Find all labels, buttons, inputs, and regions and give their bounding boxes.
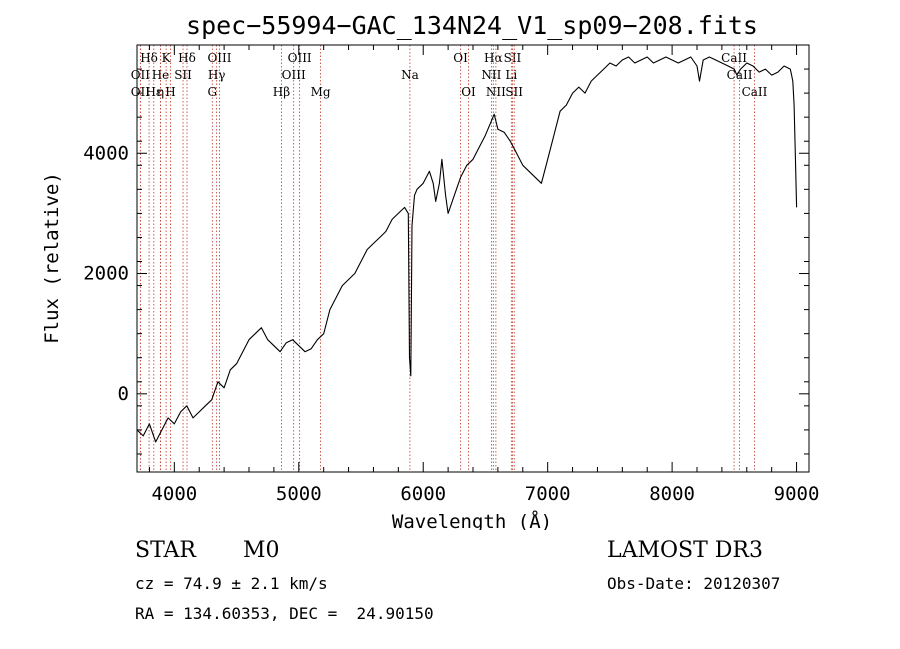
series-group bbox=[136, 56, 798, 443]
spectral-line-label: OIII bbox=[288, 51, 312, 65]
spectral-line-label: H bbox=[165, 85, 175, 99]
object-subclass: M0 bbox=[243, 538, 280, 563]
observation-date: Obs-Date: 20120307 bbox=[607, 574, 781, 593]
spectral-line-label: SII bbox=[505, 85, 523, 99]
flux-series-line bbox=[136, 56, 798, 443]
spectral-line-label: CaII bbox=[721, 51, 747, 65]
spectral-line-label: OI bbox=[453, 51, 468, 65]
x-axis: 4000 5000 6000 7000 8000 9000 bbox=[148, 45, 820, 505]
object-class: STAR bbox=[135, 538, 196, 563]
spectral-line-label: SII bbox=[174, 68, 192, 82]
spectral-line-label: CaII bbox=[742, 85, 768, 99]
x-tick-label: 6000 bbox=[400, 483, 446, 505]
spectral-line-label: OIII bbox=[282, 68, 306, 82]
x-tick-label: 9000 bbox=[774, 483, 820, 505]
spectrum-plot: spec−55994−GAC_134N24_V1_sp09−208.fits H… bbox=[41, 11, 820, 530]
spectral-line-label: Hε bbox=[145, 85, 162, 99]
spectral-line-label: Li bbox=[505, 68, 517, 82]
spectral-line-label: Na bbox=[401, 68, 419, 82]
spectral-line-label: OII bbox=[131, 85, 151, 99]
x-tick-label: 5000 bbox=[276, 483, 322, 505]
spectral-line-label: K bbox=[162, 51, 172, 65]
spectral-line-label: SII bbox=[504, 51, 522, 65]
spectral-line-label: He bbox=[152, 68, 170, 82]
spectral-line-label: Hβ bbox=[273, 85, 290, 99]
x-tick-label: 8000 bbox=[649, 483, 695, 505]
y-tick-label: 2000 bbox=[83, 263, 129, 285]
spectral-line-label: NII bbox=[481, 68, 501, 82]
spectral-line-label: Hγ bbox=[208, 68, 226, 82]
spectral-line-label: Hδ bbox=[140, 51, 158, 65]
x-tick-label: 4000 bbox=[151, 483, 197, 505]
redshift-velocity: cz = 74.9 ± 2.1 km/s bbox=[135, 574, 328, 593]
spectral-line-label: η bbox=[157, 85, 164, 99]
spectral-line-label: Mg bbox=[311, 85, 331, 99]
chart-title: spec−55994−GAC_134N24_V1_sp09−208.fits bbox=[186, 11, 758, 40]
spectral-line-label: NII bbox=[486, 85, 506, 99]
spectral-line-label: CaII bbox=[727, 68, 753, 82]
spectral-line-label: Hδ bbox=[178, 51, 196, 65]
plot-frame bbox=[136, 44, 810, 473]
y-tick-label: 0 bbox=[118, 383, 129, 405]
spectral-line-label: OII bbox=[131, 68, 151, 82]
spectral-line-label: OI bbox=[461, 85, 476, 99]
x-tick-label: 7000 bbox=[525, 483, 571, 505]
spectral-line-label: G bbox=[207, 85, 217, 99]
y-axis-label: Flux (relative) bbox=[41, 172, 63, 344]
x-axis-label: Wavelength (Å) bbox=[392, 510, 552, 530]
spectral-line-label: Hα bbox=[484, 51, 503, 65]
y-axis: 0 2000 4000 bbox=[83, 68, 809, 455]
y-tick-label: 4000 bbox=[83, 142, 129, 164]
coordinates: RA = 134.60353, DEC = 24.90150 bbox=[135, 604, 434, 623]
survey-name: LAMOST DR3 bbox=[607, 538, 763, 563]
spectral-line-label: OIII bbox=[207, 51, 231, 65]
